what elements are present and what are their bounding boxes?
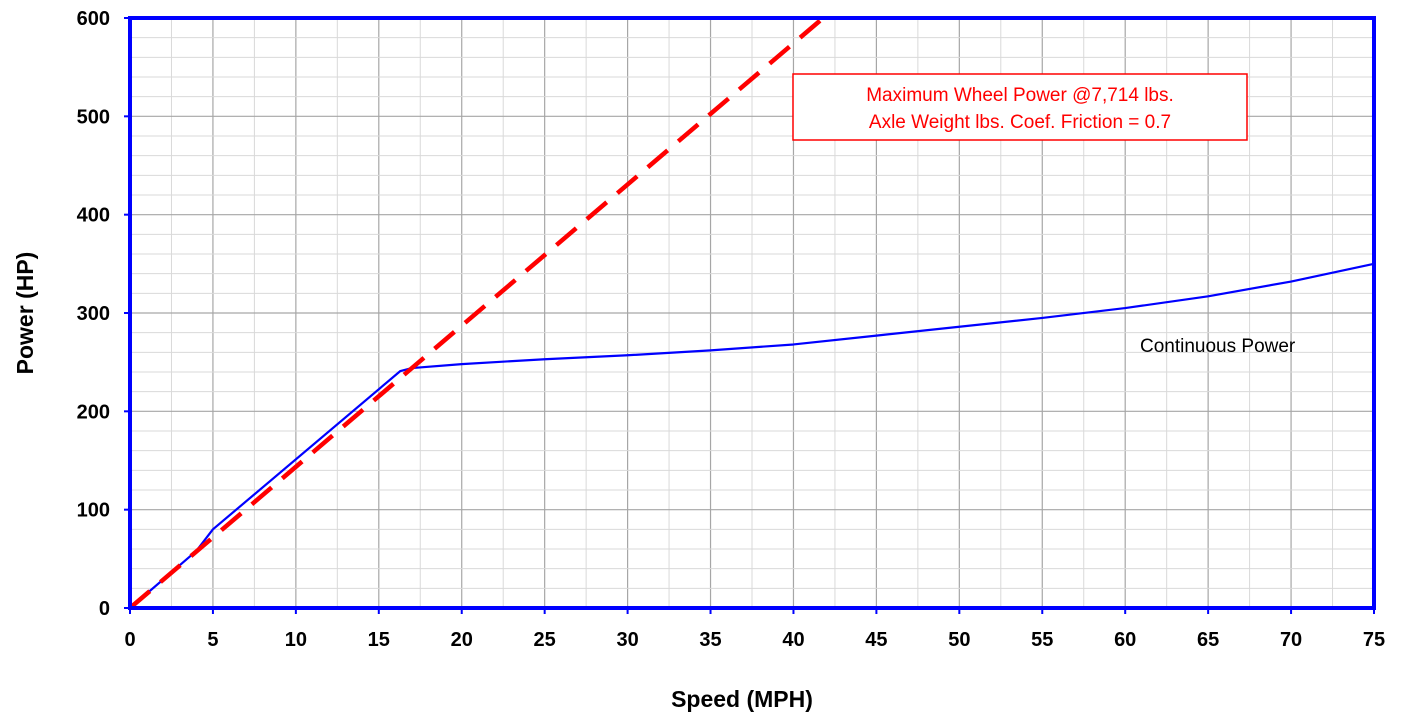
annotation-line-2: Axle Weight lbs. Coef. Friction = 0.7 (869, 112, 1171, 133)
y-axis-title: Power (HP) (12, 252, 38, 375)
tick-labels: 0 5 10 15 20 25 30 35 40 45 50 55 60 65 70 75 0 100 200 300… (77, 8, 1386, 651)
x-tick-label: 15 (368, 629, 390, 651)
grid (129, 17, 1375, 609)
x-tick-label: 75 (1363, 629, 1385, 651)
y-tick-label: 0 (99, 598, 110, 620)
x-tick-label: 40 (782, 629, 804, 651)
x-tick-label: 70 (1280, 629, 1302, 651)
x-tick-label: 65 (1197, 629, 1219, 651)
y-tick-label: 100 (77, 500, 110, 522)
y-tick-label: 200 (77, 401, 110, 423)
x-tick-label: 60 (1114, 629, 1136, 651)
x-tick-label: 55 (1031, 629, 1053, 651)
x-tick-label: 5 (207, 629, 218, 651)
max-wheel-power-line (130, 18, 827, 608)
y-tick-label: 400 (77, 205, 110, 227)
x-tick-label: 10 (285, 629, 307, 651)
annotation-line-1: Maximum Wheel Power @7,714 lbs. (866, 85, 1174, 106)
x-tick-label: 0 (124, 629, 135, 651)
continuous-power-line (129, 262, 1375, 609)
x-tick-label: 50 (948, 629, 970, 651)
plot-frame (124, 16, 1376, 614)
wheel-power-annotation: Maximum Wheel Power @7,714 lbs. Axle Wei… (792, 73, 1248, 141)
x-tick-label: 30 (616, 629, 638, 651)
continuous-power-label: Continuous Power (1140, 336, 1296, 357)
x-tick-label: 45 (865, 629, 887, 651)
x-tick-label: 25 (534, 629, 556, 651)
x-tick-label: 35 (699, 629, 721, 651)
x-tick-label: 20 (451, 629, 473, 651)
y-tick-label: 600 (77, 8, 110, 30)
y-tick-label: 500 (77, 106, 110, 128)
x-axis-title: Speed (MPH) (671, 686, 813, 712)
y-tick-label: 300 (77, 303, 110, 325)
annotation-box (792, 73, 1248, 141)
series-layer (129, 18, 1375, 609)
